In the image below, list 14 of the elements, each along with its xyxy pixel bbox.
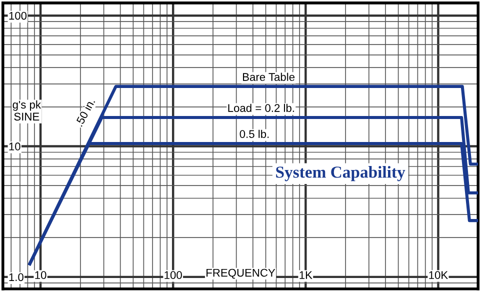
y-tick-label: 10 [9,142,20,150]
series-label: Bare Table [243,72,295,81]
x-tick-label: 10 [35,271,46,280]
x-tick-label: 10K [429,271,448,280]
x-tick-label: 100 [164,271,182,280]
x-tick-label: 1K [300,271,312,279]
y-axis-title: g's pk SINE [12,100,42,121]
series-label: 0.5 lb. [240,130,269,138]
x-axis-title: FREQUENCY [206,268,276,279]
y-tick-label: 1.0 [9,273,24,282]
annotation: .50 in. [74,98,96,127]
text: System Capability [276,166,406,182]
series-label: Load = 0.2 lb. [228,104,294,112]
y-tick-label: 100 [9,12,27,20]
